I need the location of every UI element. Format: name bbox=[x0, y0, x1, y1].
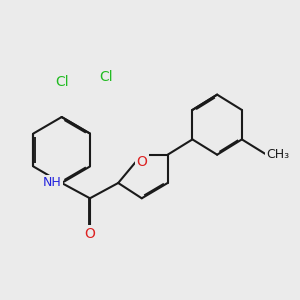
Text: Cl: Cl bbox=[55, 75, 68, 89]
Text: NH: NH bbox=[43, 176, 62, 190]
Text: CH₃: CH₃ bbox=[267, 148, 290, 161]
Text: Cl: Cl bbox=[99, 70, 113, 84]
Text: O: O bbox=[136, 155, 147, 169]
Text: O: O bbox=[85, 226, 95, 241]
